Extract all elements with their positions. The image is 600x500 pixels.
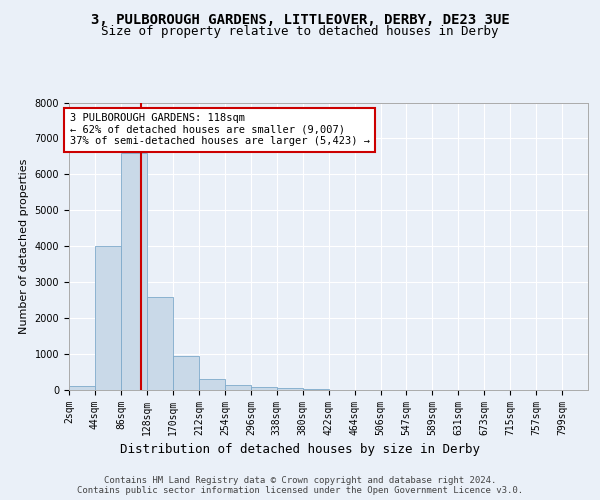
Text: Distribution of detached houses by size in Derby: Distribution of detached houses by size …: [120, 442, 480, 456]
Text: 3, PULBOROUGH GARDENS, LITTLEOVER, DERBY, DE23 3UE: 3, PULBOROUGH GARDENS, LITTLEOVER, DERBY…: [91, 12, 509, 26]
Bar: [251, 387, 277, 390]
Bar: [199, 379, 225, 390]
Text: Contains HM Land Registry data © Crown copyright and database right 2024.
Contai: Contains HM Land Registry data © Crown c…: [77, 476, 523, 495]
Text: 3 PULBOROUGH GARDENS: 118sqm
← 62% of detached houses are smaller (9,007)
37% of: 3 PULBOROUGH GARDENS: 118sqm ← 62% of de…: [70, 114, 370, 146]
Text: Size of property relative to detached houses in Derby: Size of property relative to detached ho…: [101, 25, 499, 38]
Bar: [69, 386, 95, 390]
Y-axis label: Number of detached properties: Number of detached properties: [19, 158, 29, 334]
Bar: [173, 356, 199, 390]
Bar: [147, 296, 173, 390]
Bar: [277, 388, 303, 390]
Bar: [95, 246, 121, 390]
Bar: [121, 153, 147, 390]
Bar: [225, 386, 251, 390]
Bar: [303, 388, 329, 390]
